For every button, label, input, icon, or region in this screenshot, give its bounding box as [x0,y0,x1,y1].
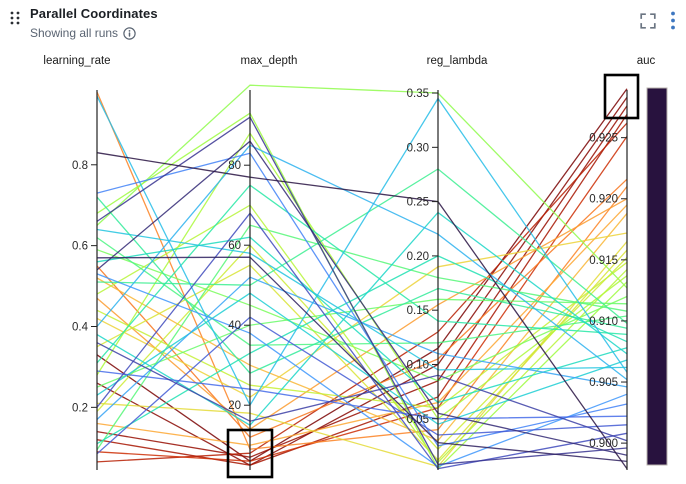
tick-label: 0.905 [589,377,618,389]
tick-label: 80 [228,160,241,172]
run-line[interactable] [96,342,628,442]
drag-handle-icon[interactable] [9,10,21,26]
run-line[interactable] [96,228,628,371]
info-icon[interactable] [123,27,136,40]
fullscreen-icon[interactable] [640,13,656,29]
run-line[interactable] [96,95,628,407]
run-line[interactable] [96,196,628,374]
run-line[interactable] [96,96,628,466]
tick-label: 0.05 [407,414,429,426]
tick-label: 0.4 [72,321,89,333]
tick-label: 0.925 [589,133,618,145]
run-line[interactable] [96,244,628,451]
tick-label: 0.35 [407,88,429,100]
tick-label: 0.8 [72,160,88,172]
run-line[interactable] [96,316,628,455]
axis-reg_lambda: 0.05 0.10 0.15 0.20 0.25 0.30 0.35 reg_lambda [407,55,488,470]
tick-label: 0.20 [407,251,429,263]
run-line[interactable] [96,237,628,346]
run-line[interactable] [96,184,628,364]
tick-label: 0.915 [589,255,618,267]
run-line[interactable] [96,276,628,420]
tick-label: 0.910 [589,316,618,328]
run-line[interactable] [96,370,628,420]
tick-label: 40 [228,320,241,332]
annotation-box-low-max-depth-cluster [226,428,274,479]
run-line[interactable] [96,198,628,431]
tick-label: 0.900 [589,438,618,450]
tick-label: 0.2 [72,402,88,414]
run-line[interactable] [96,114,628,466]
run-line[interactable] [96,136,628,462]
axis-max_depth: 20 40 60 80 max_depth [228,55,297,470]
run-line[interactable] [96,84,628,289]
run-line[interactable] [96,132,628,420]
run-line[interactable] [96,249,628,461]
run-line[interactable] [96,116,628,466]
tick-label: 0.6 [72,241,88,253]
tick-label: 0.920 [589,194,618,206]
axis-learning_rate: 0.2 0.4 0.6 0.8 learning_rate [43,55,111,470]
run-line[interactable] [96,292,628,425]
run-line[interactable] [96,140,628,456]
tick-label: 20 [228,400,241,412]
axis-auc: 0.900 0.905 0.910 0.915 0.920 0.925 auc [589,55,656,470]
run-line[interactable] [96,122,628,463]
run-line[interactable] [96,212,628,470]
tick-label: 0.10 [407,359,429,371]
annotation-box-best-auc-runs [603,73,640,120]
tick-label: 0.15 [407,305,429,317]
tick-label: 60 [228,240,241,252]
run-line[interactable] [96,105,628,458]
auc-colorbar [646,87,668,466]
panel-header: Parallel Coordinates Showing all runs [0,0,686,48]
run-line[interactable] [96,168,628,324]
axis-title-reg_lambda[interactable]: reg_lambda [427,55,488,67]
run-line[interactable] [96,249,628,382]
panel-title: Parallel Coordinates [30,6,158,21]
kebab-menu-icon[interactable] [670,10,676,32]
run-lines-layer [96,84,628,470]
run-line[interactable] [96,255,628,445]
run-line[interactable] [96,152,628,447]
run-line[interactable] [96,152,628,470]
run-line[interactable] [96,204,628,446]
axis-title-auc[interactable]: auc [637,55,656,67]
run-line[interactable] [96,232,628,398]
run-line[interactable] [96,144,628,381]
tick-label: 0.30 [407,142,429,154]
axis-title-learning_rate[interactable]: learning_rate [43,55,110,67]
panel-subtitle: Showing all runs [30,26,119,40]
run-line[interactable] [96,256,628,463]
axis-title-max_depth[interactable]: max_depth [241,55,298,67]
tick-label: 0.25 [407,197,429,209]
run-line[interactable] [96,212,628,442]
